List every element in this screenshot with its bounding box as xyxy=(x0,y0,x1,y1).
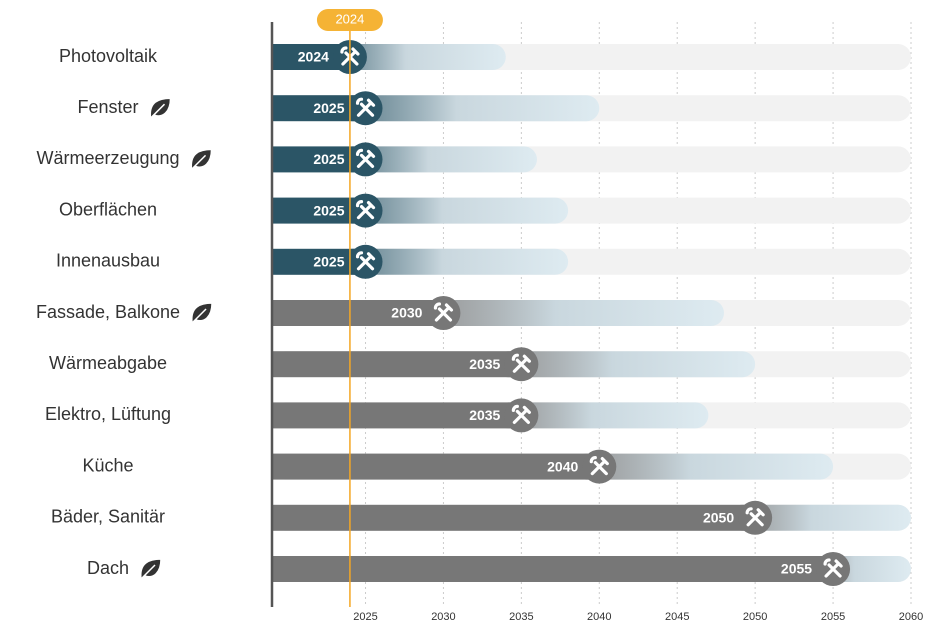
tools-icon xyxy=(355,251,376,271)
tools-icon xyxy=(355,97,376,117)
range-bar xyxy=(495,402,709,429)
eco-leaf-icon xyxy=(190,148,213,171)
category-label: Innenausbau xyxy=(56,251,160,271)
x-tick-label: 2035 xyxy=(509,611,533,623)
eco-leaf-icon xyxy=(191,302,213,325)
bar xyxy=(272,351,522,378)
range-bar xyxy=(573,453,834,480)
year-label: 2050 xyxy=(703,510,734,526)
year-label: 2024 xyxy=(298,49,329,65)
bar xyxy=(272,556,834,582)
x-tick-label: 2045 xyxy=(665,611,689,623)
bar xyxy=(272,300,444,326)
tools-icon xyxy=(589,456,609,476)
bar xyxy=(272,453,600,480)
tools-icon xyxy=(511,353,531,373)
range-bar xyxy=(339,95,600,122)
range-bar xyxy=(729,504,911,531)
year-label: 2035 xyxy=(469,356,500,372)
category-label: Elektro, Lüftung xyxy=(45,404,171,424)
category-label: Wärmeabgabe xyxy=(49,353,167,373)
x-tick-label: 2060 xyxy=(899,611,923,623)
eco-leaf-icon xyxy=(149,97,172,120)
year-label: 2025 xyxy=(313,254,344,270)
range-bar xyxy=(323,44,506,70)
tools-icon xyxy=(823,558,843,578)
category-label: Fenster xyxy=(77,97,138,117)
category-label: Dach xyxy=(87,558,129,578)
tools-icon xyxy=(433,302,454,322)
tools-icon xyxy=(745,507,765,527)
range-bar xyxy=(339,146,537,173)
range-bar xyxy=(339,197,569,224)
tools-icon xyxy=(355,148,376,168)
year-label: 2025 xyxy=(313,100,344,116)
tools-icon xyxy=(355,200,376,220)
range-bar xyxy=(417,300,724,326)
x-tick-label: 2025 xyxy=(353,611,377,623)
range-bar xyxy=(339,248,569,275)
category-label: Wärmeerzeugung xyxy=(36,148,179,168)
category-label: Fassade, Balkone xyxy=(36,302,180,322)
eco-leaf-icon xyxy=(140,558,162,581)
x-tick-label: 2030 xyxy=(431,611,455,623)
x-tick-label: 2050 xyxy=(743,611,767,623)
year-label: 2035 xyxy=(469,407,500,423)
year-label: 2025 xyxy=(313,202,344,218)
bar xyxy=(272,504,756,531)
year-label: 2025 xyxy=(313,151,344,167)
bar xyxy=(272,402,522,429)
category-label: Photovoltaik xyxy=(59,46,158,66)
category-label: Oberflächen xyxy=(59,199,157,219)
range-bar xyxy=(495,351,756,378)
year-label: 2055 xyxy=(781,561,812,577)
x-tick-label: 2040 xyxy=(587,611,611,623)
tools-icon xyxy=(511,404,531,424)
current-year-label: 2024 xyxy=(335,11,364,26)
year-label: 2030 xyxy=(391,305,422,321)
year-label: 2040 xyxy=(547,458,578,474)
current-year-pill xyxy=(316,9,383,31)
category-label: Küche xyxy=(82,455,133,475)
tools-icon xyxy=(340,46,360,66)
x-tick-label: 2055 xyxy=(821,611,845,623)
category-label: Bäder, Sanitär xyxy=(51,507,165,527)
